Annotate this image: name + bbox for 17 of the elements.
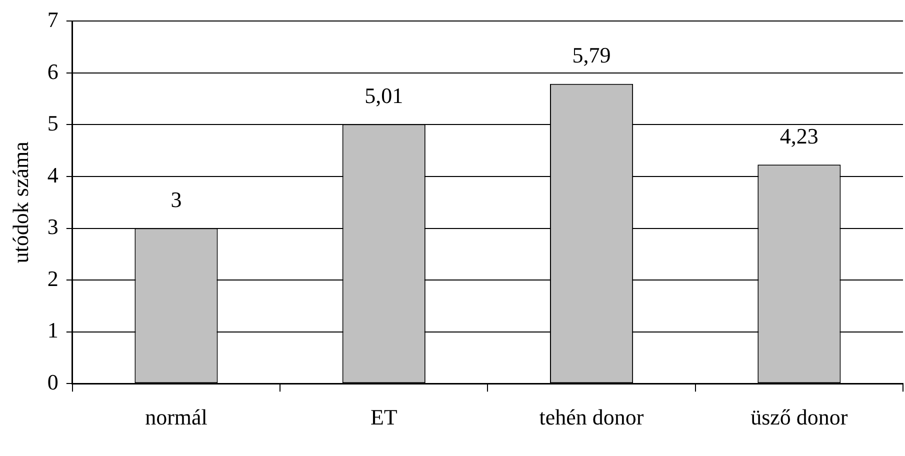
- y-tick-label: 7: [47, 6, 58, 32]
- y-tick-label: 5: [47, 110, 58, 136]
- data-label: 4,23: [780, 123, 818, 148]
- x-tick-label: ET: [370, 404, 398, 430]
- x-tick-label: normál: [145, 404, 208, 430]
- data-label: 5,79: [572, 42, 611, 68]
- y-tick-label: 3: [47, 214, 58, 240]
- data-label: 3: [170, 187, 182, 212]
- y-tick-label: 2: [47, 266, 58, 291]
- y-axis-title: utódok száma: [8, 141, 33, 264]
- y-tick-label: 4: [47, 162, 58, 188]
- x-tick-label: tehén donor: [539, 404, 644, 430]
- y-tick-label: 1: [47, 318, 58, 343]
- y-tick-label: 6: [47, 58, 58, 84]
- y-tick-label: 0: [47, 369, 58, 394]
- data-label: 5,01: [364, 83, 404, 108]
- x-tick-label: üsző donor: [750, 404, 848, 430]
